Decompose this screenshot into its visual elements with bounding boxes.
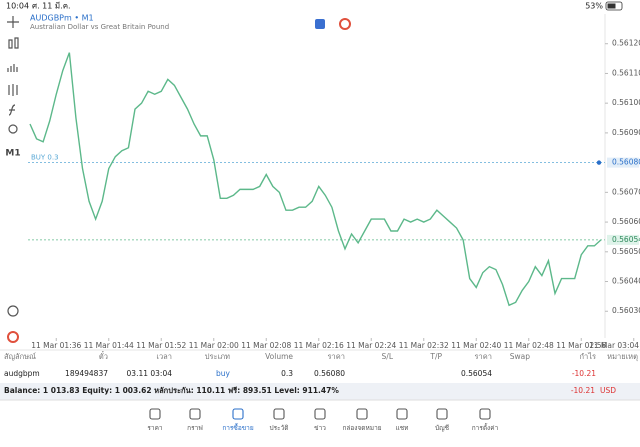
column-header: T/P <box>429 352 442 361</box>
tab-bar: ราคา กราฟ การซื้อขาย ประวัติ ข่าว กล่องจดหมาย… <box>147 408 499 432</box>
battery-level: 53% <box>585 2 603 11</box>
x-tick-label: 11 Mar 02:40 <box>451 341 501 350</box>
current-price-label: 0.56054 <box>612 235 640 244</box>
tab-icon[interactable] <box>436 408 448 420</box>
y-tick-label: 0.56060 <box>612 217 640 226</box>
tab-label[interactable]: กราฟ <box>187 424 203 432</box>
chart-type-tool[interactable] <box>8 37 19 49</box>
buy-price-box <box>607 157 639 168</box>
column-header: Swap <box>510 352 530 361</box>
x-tick-label: 11 Mar 01:52 <box>136 341 186 350</box>
x-tick-label: 11 Mar 02:32 <box>399 341 449 350</box>
shapes-tool[interactable] <box>8 124 18 134</box>
column-header: ประเภท <box>205 352 230 361</box>
x-tick-label: 11 Mar 03:04 <box>589 341 639 350</box>
buy-price-label: 0.56080 <box>612 158 640 167</box>
x-tick-label: 11 Mar 01:44 <box>84 341 134 350</box>
tab-label[interactable]: ข่าว <box>314 424 326 432</box>
cell-symbol[interactable]: audgbpm <box>4 369 40 378</box>
column-header: ตั๋ว <box>99 351 108 361</box>
zoom-tool[interactable] <box>7 305 19 317</box>
tab-icon[interactable] <box>189 408 201 420</box>
y-tick-label: 0.56040 <box>612 277 640 286</box>
tab-icon[interactable] <box>273 408 285 420</box>
column-header: กำไร <box>579 352 596 361</box>
tab-label[interactable]: กล่องจดหมาย <box>342 424 381 432</box>
column-header: ราคา <box>328 352 345 361</box>
y-tick-label: 0.56110 <box>612 68 640 77</box>
column-header: สัญลักษณ์ <box>4 352 36 361</box>
cell-time[interactable]: 03.11 03:04 <box>127 369 173 378</box>
x-tick-label: 11 Mar 02:56 <box>556 341 606 350</box>
chart-description: Australian Dollar vs Great Britain Pound <box>30 23 169 31</box>
cell-current-price[interactable]: 0.56054 <box>461 369 492 378</box>
balance-bar <box>0 383 640 400</box>
left-toolbar: M1 <box>5 16 21 343</box>
indicators-tool[interactable] <box>7 64 18 72</box>
flag-icon[interactable] <box>339 18 351 30</box>
tab-icon[interactable] <box>149 408 161 420</box>
cell-open-price[interactable]: 0.56080 <box>314 369 345 378</box>
positions-table: สัญลักษณ์ ตั๋ว เวลา ประเภท Volume ราคา S/L T/P ร… <box>4 351 638 378</box>
column-header: Volume <box>265 352 293 361</box>
tab-label[interactable]: ประวัติ <box>270 424 289 432</box>
tab-icon[interactable] <box>396 408 408 420</box>
tab-icon[interactable] <box>356 408 368 420</box>
timeframe[interactable]: M1 <box>5 149 20 159</box>
x-tick-label: 11 Mar 02:16 <box>294 341 344 350</box>
cell-volume[interactable]: 0.3 <box>281 369 293 378</box>
trade-tool[interactable] <box>7 331 19 343</box>
y-tick-label: 0.56090 <box>612 128 640 137</box>
y-tick-label: 0.56050 <box>612 247 640 256</box>
x-tick-label: 11 Mar 01:36 <box>31 341 81 350</box>
flag-icon[interactable] <box>315 19 325 29</box>
y-tick-label: 0.56030 <box>612 306 640 315</box>
tab-label[interactable]: การซื้อขาย <box>222 423 253 432</box>
chart-symbol[interactable]: AUDGBPm • M1 <box>30 14 94 23</box>
tab-icon[interactable] <box>314 408 326 420</box>
tab-label[interactable]: บัญชี <box>435 424 450 432</box>
cell-profit[interactable]: -10.21 <box>572 369 596 378</box>
column-header: เวลา <box>156 352 172 361</box>
column-header: หมายเหตุ <box>607 352 638 361</box>
balance-text: Balance: 1 013.83 Equity: 1 003.62 หลักป… <box>4 386 339 395</box>
y-tick-label: 0.56070 <box>612 187 640 196</box>
tab-label[interactable]: แชท <box>396 424 409 432</box>
cell-ticket[interactable]: 189494837 <box>65 369 108 378</box>
battery-fill <box>607 3 616 9</box>
buy-level-label: BUY 0.3 <box>31 154 59 162</box>
x-tick-label: 11 Mar 02:48 <box>504 341 554 350</box>
cell-type[interactable]: buy <box>216 369 231 378</box>
balance-currency: USD <box>600 386 616 395</box>
y-tick-label: 0.56100 <box>612 98 640 107</box>
current-price-box <box>607 234 639 245</box>
tab-icon[interactable] <box>479 408 491 420</box>
tab-icon[interactable] <box>232 408 244 420</box>
column-header: ราคา <box>475 352 492 361</box>
crosshair-tool[interactable] <box>7 16 19 28</box>
objects-tool[interactable] <box>8 84 18 96</box>
functions-tool[interactable] <box>8 104 16 116</box>
price-line <box>29 52 602 307</box>
buy-level-marker <box>596 160 602 165</box>
status-time: 10:04 <box>6 2 29 11</box>
battery-icon <box>605 1 623 11</box>
status-date: ศ. 11 มี.ค. <box>32 2 71 11</box>
x-tick-label: 11 Mar 02:24 <box>346 341 396 350</box>
balance-profit: -10.21 <box>571 386 595 395</box>
tab-label[interactable]: ราคา <box>147 424 162 432</box>
column-header: S/L <box>382 352 394 361</box>
x-tick-label: 11 Mar 02:08 <box>241 341 291 350</box>
y-tick-label: 0.56120 <box>612 39 640 48</box>
tab-label[interactable]: การตั้งค่า <box>472 423 499 432</box>
x-tick-label: 11 Mar 02:00 <box>189 341 239 350</box>
